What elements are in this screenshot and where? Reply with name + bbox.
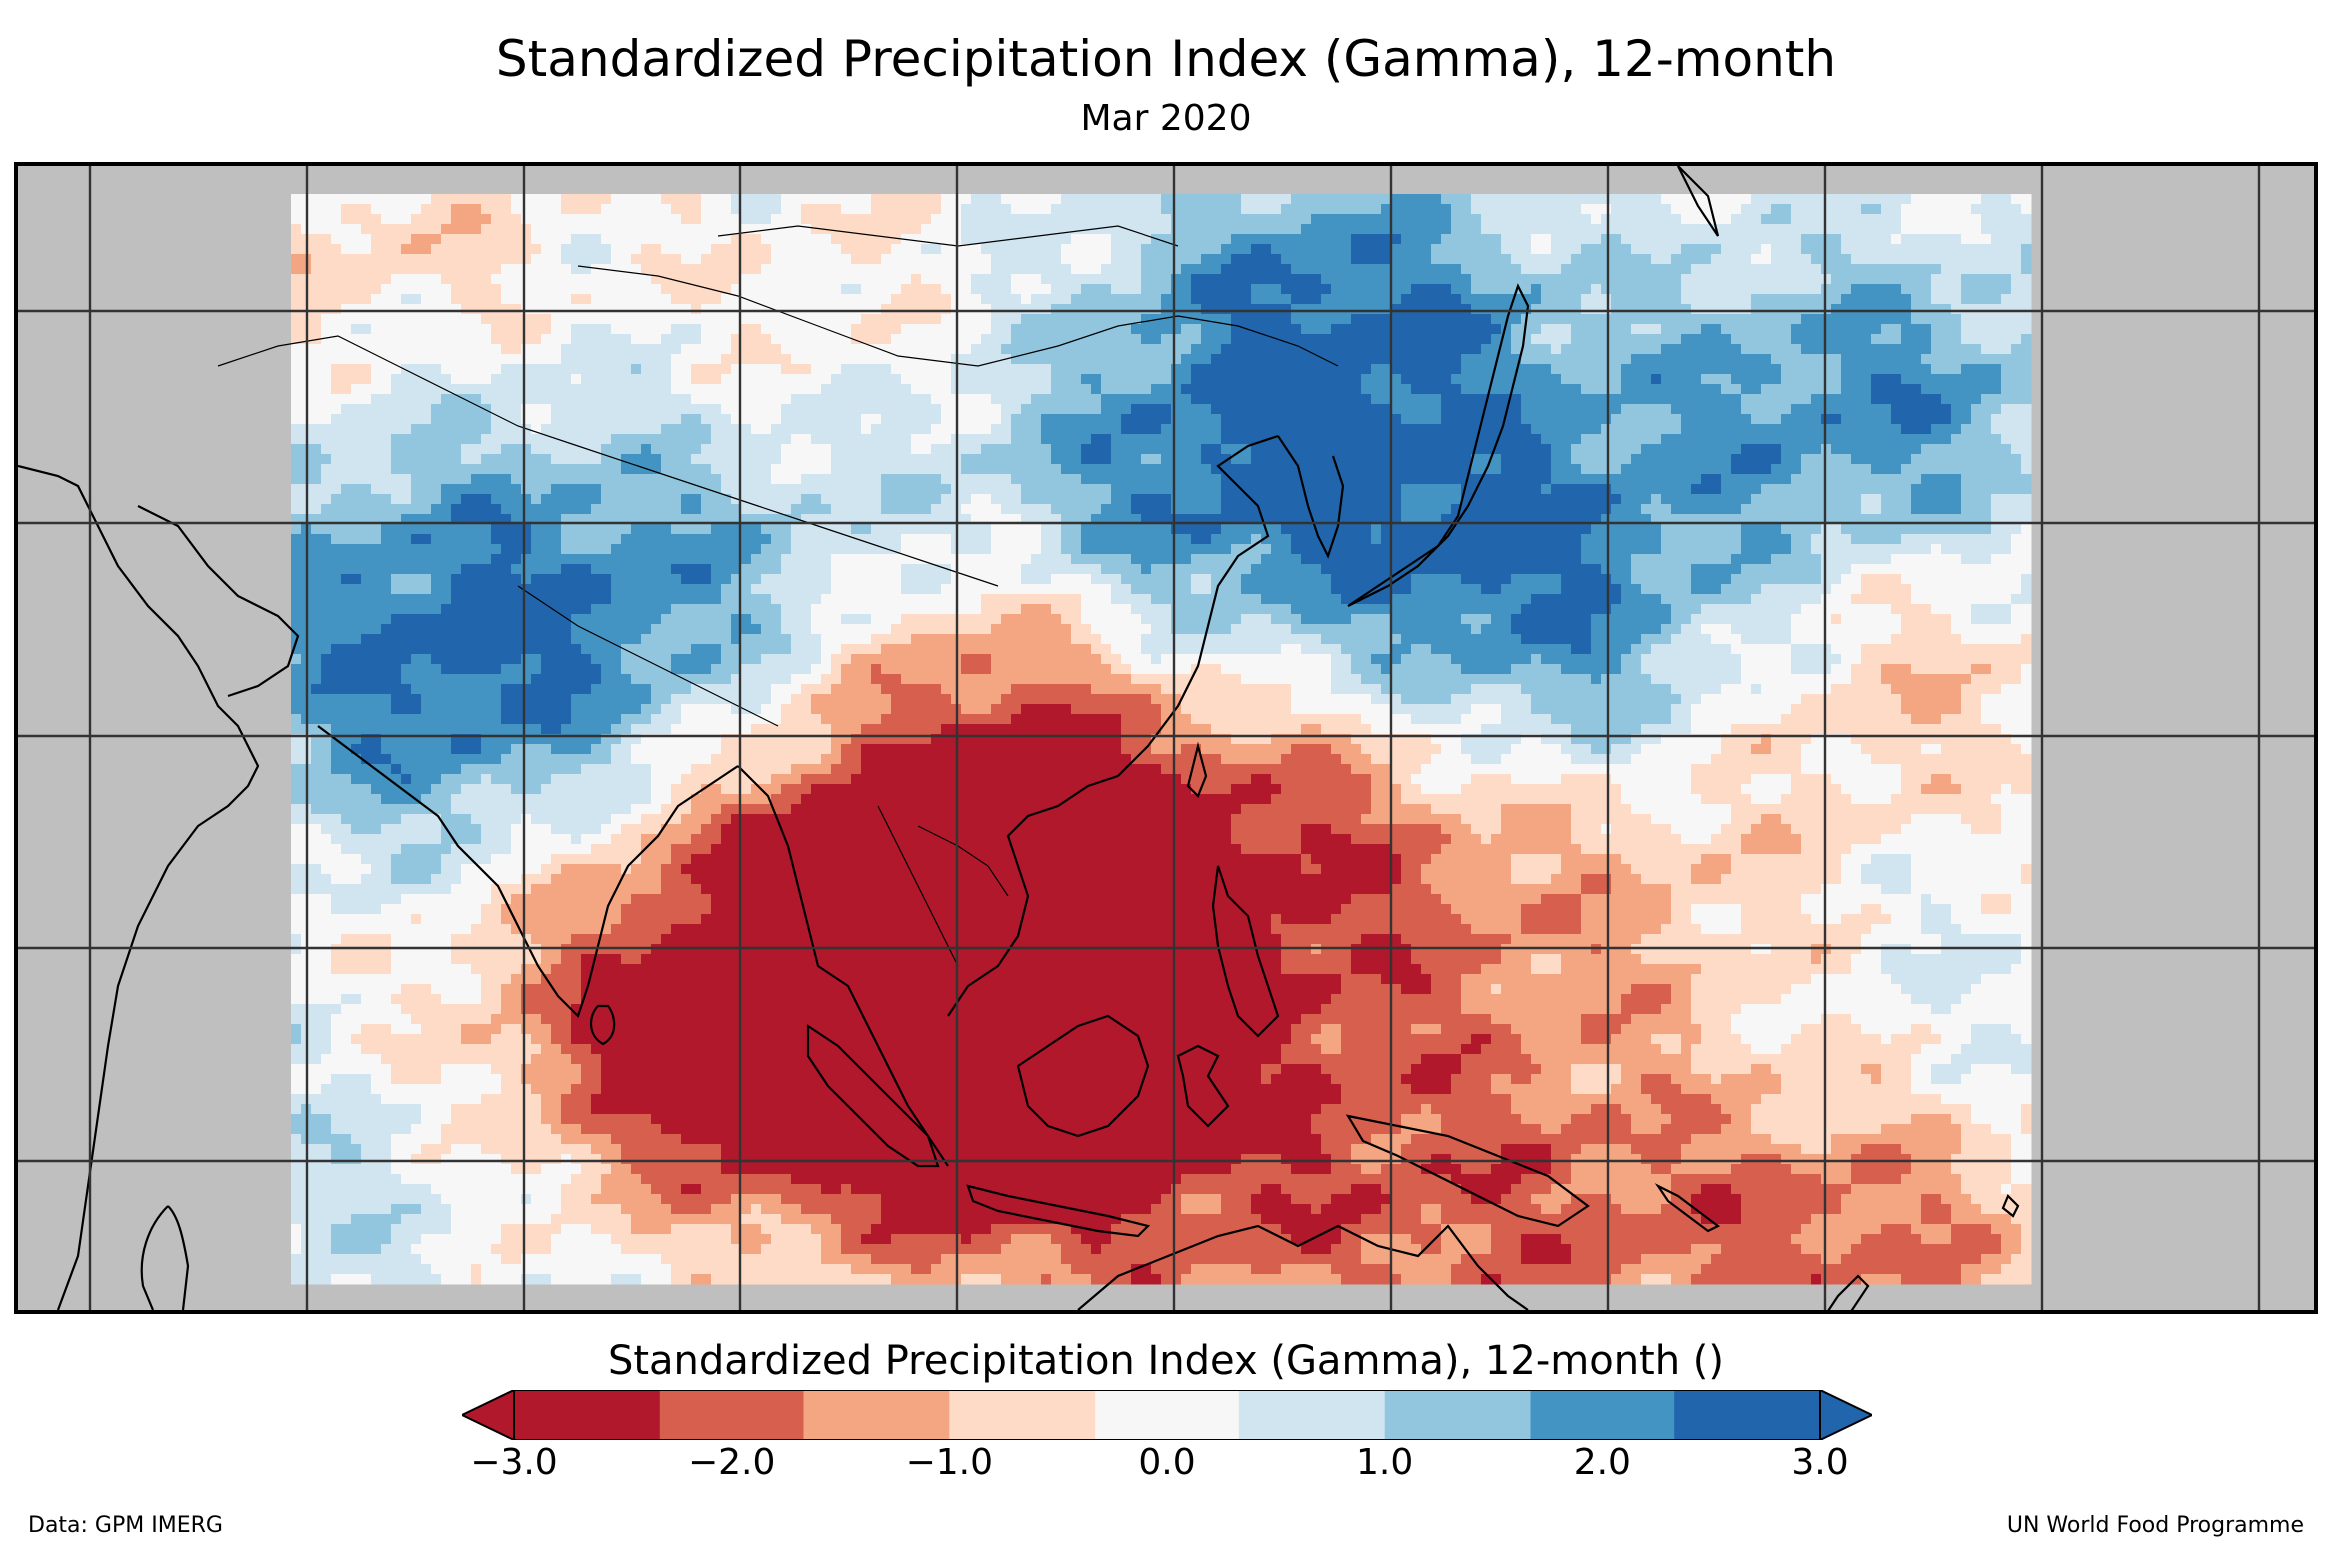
coast-sulawesi (1176, 1044, 1230, 1128)
coast-myanmar-thailand (737, 765, 949, 1167)
colorbar-tick-label: 3.0 (1791, 1442, 1849, 1483)
border-thai-laos (917, 825, 1009, 897)
coast-indochina (947, 774, 1119, 1017)
colorbar-tick-label: −3.0 (470, 1442, 558, 1483)
coast-borneo (1016, 1014, 1150, 1138)
coast-sumatra (806, 1023, 940, 1168)
border-central-asia (217, 335, 999, 587)
coast-philippines (1211, 865, 1280, 1038)
coast-java (966, 1184, 1151, 1238)
graticule (18, 166, 2314, 1310)
colorbar-outline (513, 1390, 1821, 1440)
colorbar-bin-3 (949, 1390, 1096, 1440)
border-china-north (577, 265, 1339, 367)
data-credit: Data: GPM IMERG (28, 1513, 223, 1538)
spi-raster (291, 194, 2032, 1285)
org-credit: UN World Food Programme (2006, 1513, 2304, 1538)
coast-newcaledonia (1827, 1274, 1870, 1310)
colorbar-tick-label: 1.0 (1356, 1442, 1414, 1483)
colorbar-bin-6 (1384, 1390, 1532, 1440)
coast-kamchatka (1677, 166, 1720, 237)
colorbar-bin-0 (514, 1390, 661, 1440)
coast-china-east (1117, 434, 1279, 777)
coast-korea (1277, 435, 1345, 559)
figure-subtitle: Mar 2020 (1080, 98, 1252, 139)
colorbar-title: Standardized Precipitation Index (Gamma)… (607, 1338, 1725, 1384)
coast-fiji (2001, 1194, 2020, 1218)
colorbar-tick-label: −1.0 (905, 1442, 994, 1483)
colorbar-bin-5 (1238, 1390, 1386, 1440)
coast-taiwan (1186, 741, 1208, 798)
coast-arabia-east (137, 505, 300, 698)
colorbar-bin-2 (803, 1390, 950, 1440)
border-himalaya (517, 585, 779, 727)
coast-japan (1347, 283, 1530, 607)
colorbar-tick-label: 0.0 (1138, 1442, 1196, 1483)
map-svg (18, 166, 2314, 1310)
colorbar-under-triangle (462, 1390, 515, 1440)
coast-srilanka (590, 1004, 616, 1046)
coast-madagascar (140, 1205, 190, 1310)
coast-newguinea (1345, 1114, 1590, 1228)
border-indochina (877, 805, 959, 967)
map-panel (14, 162, 2318, 1314)
colorbar-bin-4 (1095, 1390, 1240, 1440)
coast-australia (1077, 1224, 1529, 1310)
colorbar-tick-label: 2.0 (1573, 1442, 1631, 1483)
figure-title: Standardized Precipitation Index (Gamma)… (495, 30, 1837, 88)
coast-africa-arabia (18, 464, 260, 1310)
colorbar-over-triangle (1819, 1390, 1872, 1440)
coast-solomons (1654, 1183, 1721, 1233)
coast-india (317, 725, 739, 1019)
colorbar-bin-8 (1674, 1390, 1821, 1440)
colorbar-bin-1 (659, 1390, 805, 1440)
coastlines (18, 166, 2020, 1310)
colorbar-bin-7 (1530, 1390, 1675, 1440)
colorbar-bins (514, 1390, 1821, 1440)
colorbar-tick-label: −2.0 (687, 1442, 776, 1483)
colorbar (462, 1390, 1872, 1440)
